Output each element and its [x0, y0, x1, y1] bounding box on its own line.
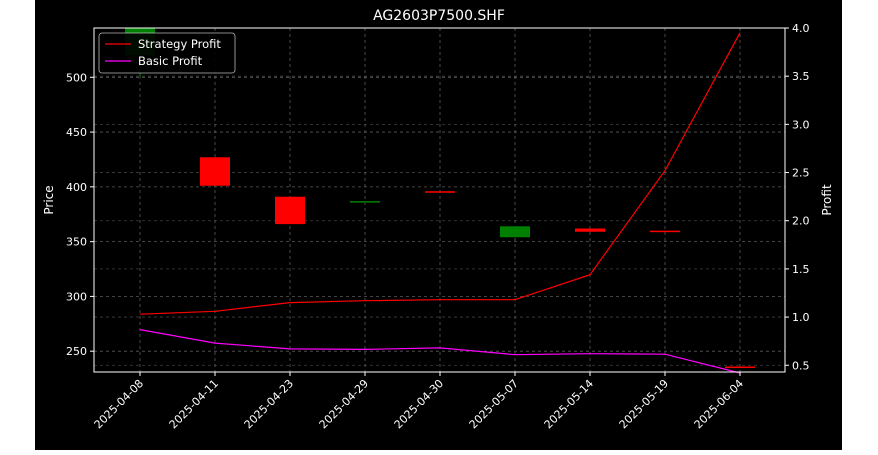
series-line — [139, 32, 741, 315]
right-y-tick-label: 3.5 — [792, 70, 810, 83]
x-tick-label: 2025-04-11 — [167, 377, 221, 431]
candle-body — [650, 230, 680, 233]
candle-body — [500, 226, 530, 238]
legend-label: Basic Profit — [138, 54, 203, 68]
candle-body — [200, 157, 230, 186]
legend-box — [98, 32, 236, 74]
candle-body — [425, 191, 455, 193]
left-axis-label: Price — [42, 185, 56, 214]
left-y-tick-label: 300 — [66, 290, 87, 303]
right-y-tick-label: 1.5 — [792, 263, 810, 276]
left-y-tick-label: 350 — [66, 236, 87, 249]
right-y-tick-label: 4.0 — [792, 22, 810, 35]
right-y-tick-label: 2.0 — [792, 215, 810, 228]
x-tick-label: 2025-04-29 — [317, 377, 371, 431]
x-tick-label: 2025-05-14 — [542, 377, 596, 431]
right-y-tick-label: 1.0 — [792, 311, 810, 324]
chart-svg: 2025-04-08 2025-04-11 2025-04-23 2025-04-29… — [42, 8, 834, 431]
candle-body — [275, 196, 305, 225]
chart-figure: 2025-04-08 2025-04-11 2025-04-23 2025-04-29… — [35, 0, 842, 450]
legend-label: Strategy Profit — [138, 37, 221, 51]
candle-body — [725, 366, 755, 369]
x-tick-label: 2025-04-08 — [92, 377, 146, 431]
right-axis-label: Profit — [820, 184, 834, 216]
x-tick-label: 2025-04-23 — [242, 377, 296, 431]
x-tick-label: 2025-05-07 — [467, 377, 521, 431]
line-layer — [139, 32, 741, 374]
candle-body — [350, 201, 380, 203]
x-tick-label: 2025-05-19 — [617, 377, 671, 431]
left-y-tick-label: 250 — [66, 345, 87, 358]
right-y-tick-label: 3.0 — [792, 118, 810, 131]
x-tick-label: 2025-06-04 — [692, 377, 746, 431]
plot-area — [94, 28, 785, 372]
candle-body — [575, 228, 605, 232]
right-y-tick-label: 0.5 — [792, 359, 810, 372]
legend: Strategy Profit Basic Profit — [98, 32, 236, 74]
series-line — [139, 329, 741, 374]
left-y-tick-label: 500 — [66, 71, 87, 84]
left-y-tick-label: 400 — [66, 181, 87, 194]
x-tick-label: 2025-04-30 — [392, 377, 446, 431]
left-y-tick-label: 450 — [66, 126, 87, 139]
right-y-tick-label: 2.5 — [792, 167, 810, 180]
chart-title: AG2603P7500.SHF — [373, 8, 505, 24]
